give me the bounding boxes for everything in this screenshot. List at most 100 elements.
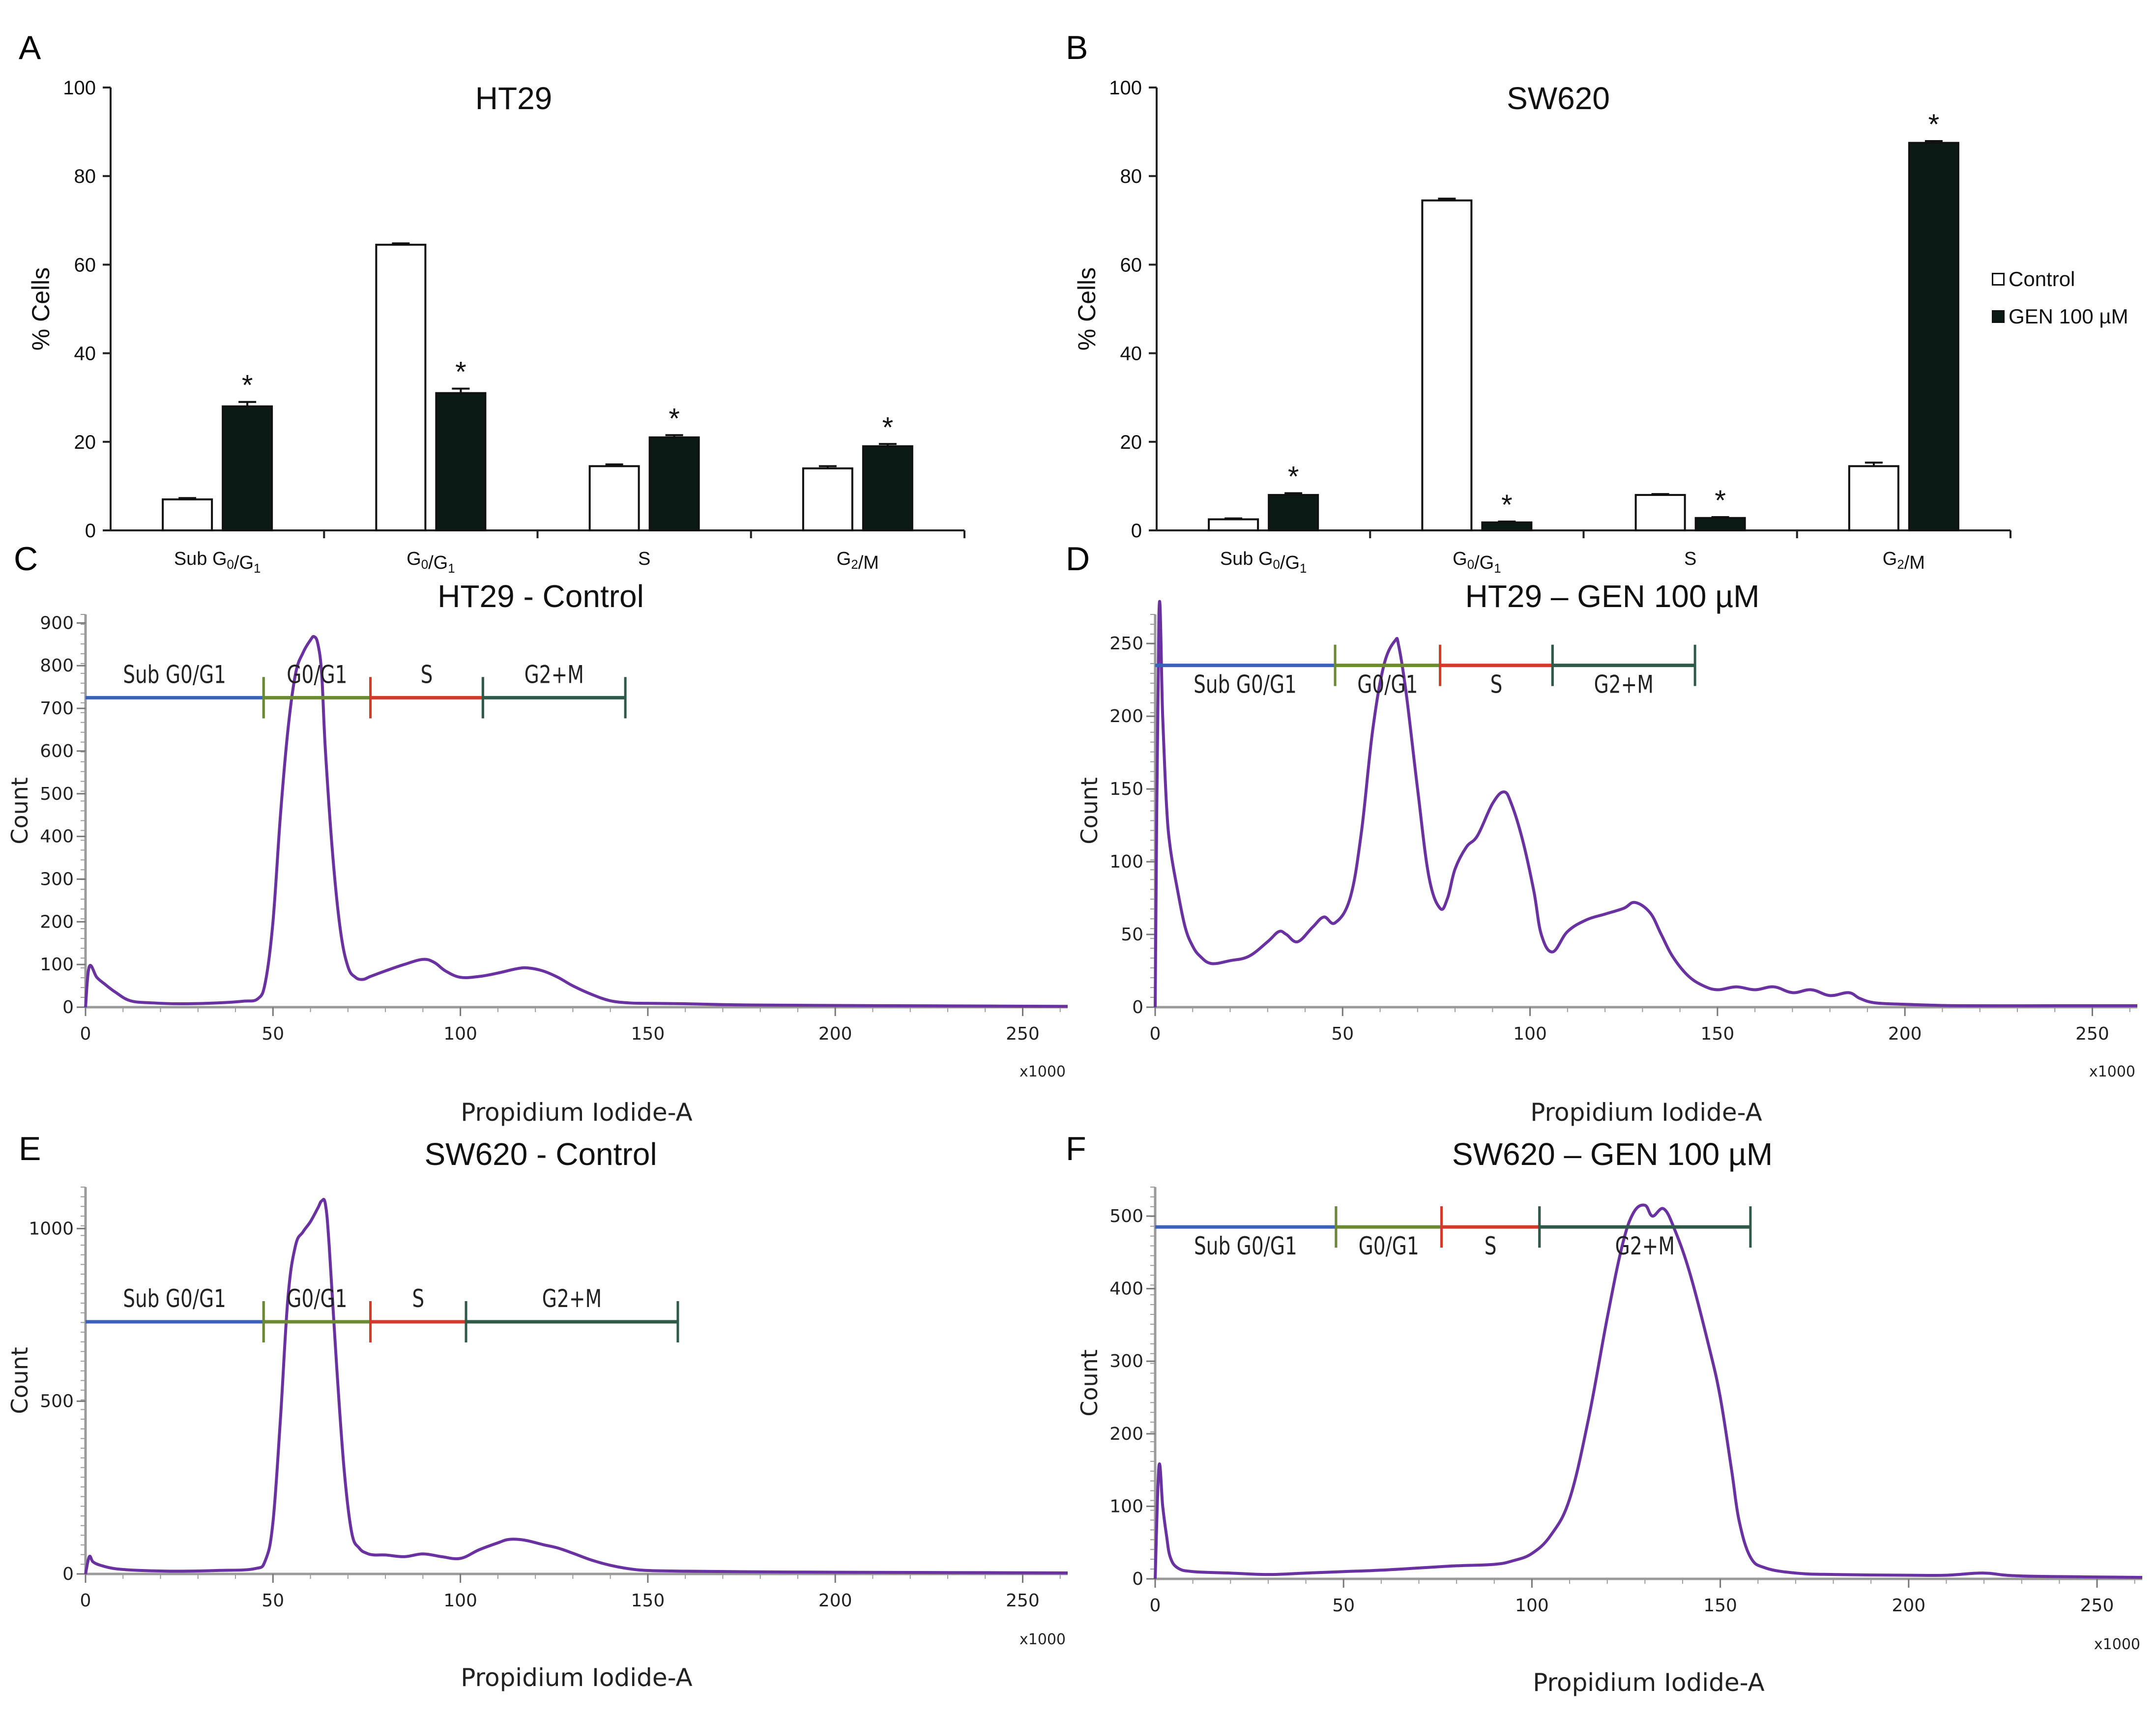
x-category-label: Sub G0/G1	[1220, 549, 1307, 576]
bar-control	[1848, 465, 1899, 531]
bar-control	[802, 467, 853, 531]
bar-chart-ht29: HT29 0 20 40 60 80 100 % Cells * Sub G0/G1 * G0/G1 *…	[27, 77, 965, 576]
panel-letter-c: C	[14, 540, 38, 578]
y-tick-label: 300	[40, 869, 74, 889]
y-tick-label: 500	[40, 1392, 74, 1412]
x-unit-label: x1000	[2094, 1636, 2140, 1653]
x-tick-label: 0	[80, 1591, 91, 1611]
y-axis-label: Count	[1076, 777, 1103, 844]
y-axis-label: Count	[6, 777, 33, 844]
x-axis-label: Propidium Iodide-A	[461, 1663, 692, 1692]
y-tick-label: 0	[62, 1564, 74, 1584]
histogram-line	[1154, 1203, 2143, 1579]
bar-control	[162, 498, 213, 531]
chart-title: SW620 - Control	[424, 1136, 657, 1172]
y-tick-label: 100	[63, 77, 96, 99]
chart-title: SW620 – GEN 100 µM	[1452, 1136, 1773, 1172]
bar-control	[1421, 199, 1473, 531]
y-tick-label: 60	[74, 254, 96, 276]
gate-label: Sub G0/G1	[123, 1284, 226, 1313]
histogram-ht29-control: HT29 - Control01002003004005006007008009…	[6, 579, 1068, 1127]
x-axis-label: Propidium Iodide-A	[1530, 1098, 1762, 1127]
gate-label: Sub G0/G1	[123, 660, 226, 689]
bar-gen	[1268, 494, 1319, 531]
x-tick-label: 150	[631, 1024, 665, 1044]
bar-gen	[222, 405, 273, 531]
y-tick-label: 100	[40, 955, 74, 975]
gate-label: G2+M	[1594, 670, 1654, 699]
legend: Control GEN 100 µM	[1992, 261, 2128, 335]
legend-label-gen: GEN 100 µM	[2009, 305, 2128, 328]
histogram-sw620-gen: SW620 – GEN 100 µM 0 100 200 300 400 500 0 50 100…	[1076, 1136, 2143, 1697]
y-tick-label: 100	[1109, 852, 1143, 872]
x-tick-label: 50	[262, 1024, 284, 1044]
gate-label: G0/G1	[287, 1284, 347, 1313]
histogram-ht29-gen: HT29 – GEN 100 µM 0 50 100 150 200 250 0 50 100 15…	[1076, 579, 2137, 1127]
gate-label: G2+M	[542, 1284, 602, 1313]
gate-label: G2+M	[1615, 1231, 1675, 1260]
significance-star: *	[1501, 489, 1513, 521]
panel-letter-b: B	[1066, 29, 1088, 66]
x-category-label: S	[1684, 549, 1696, 569]
y-tick-label: 0	[1132, 1569, 1143, 1589]
y-tick-label: 800	[40, 656, 74, 676]
y-tick-label: 300	[1109, 1351, 1143, 1371]
x-tick-label: 50	[262, 1591, 284, 1611]
bar-chart-sw620: SW620 0 20 40 60 80 100 % Cells * Sub G0/G1 * G0/G1…	[1073, 77, 2011, 576]
x-axis-label: Propidium Iodide-A	[1533, 1668, 1764, 1697]
y-tick-label: 0	[1131, 520, 1142, 542]
bar-gen	[435, 392, 487, 531]
panel-letter-f: F	[1066, 1130, 1086, 1167]
x-tick-label: 200	[1892, 1596, 1925, 1616]
significance-star: *	[1288, 461, 1299, 493]
y-tick-label: 20	[1120, 432, 1142, 453]
panel-letter-d: D	[1066, 540, 1090, 578]
gate-label: Sub G0/G1	[1194, 1231, 1297, 1260]
y-axis-label: Count	[1076, 1349, 1103, 1417]
legend-label-control: Control	[2009, 267, 2075, 291]
bar-control	[1208, 518, 1259, 531]
gate-label: G0/G1	[287, 660, 347, 689]
y-tick-label: 500	[40, 784, 74, 804]
y-tick-label: 200	[1109, 706, 1143, 727]
gate-label: S	[1485, 1231, 1497, 1260]
bar-gen	[1694, 517, 1746, 531]
bar-gen	[1908, 142, 1959, 531]
gate-label: S	[421, 660, 433, 689]
y-tick-label: 60	[1120, 254, 1142, 276]
x-tick-label: 200	[818, 1024, 852, 1044]
y-tick-label: 50	[1121, 925, 1143, 945]
panel-letter-e: E	[19, 1130, 41, 1167]
y-tick-label: 80	[74, 166, 96, 187]
x-tick-label: 150	[1703, 1596, 1737, 1616]
y-axis-label: % Cells	[1073, 267, 1101, 350]
y-tick-label: 40	[74, 343, 96, 365]
x-tick-label: 150	[1701, 1024, 1735, 1044]
y-axis-label: Count	[6, 1347, 33, 1414]
significance-star: *	[882, 411, 894, 443]
bar-gen	[862, 445, 913, 531]
bar-control	[375, 243, 427, 532]
x-tick-label: 250	[2075, 1024, 2109, 1044]
y-tick-label: 700	[40, 698, 74, 719]
x-tick-label: 250	[2080, 1596, 2114, 1616]
significance-star: *	[1928, 109, 1940, 141]
y-tick-label: 250	[1109, 634, 1143, 654]
bar-gen	[648, 436, 700, 531]
chart-title: SW620	[1507, 81, 1610, 116]
y-tick-label: 500	[1109, 1206, 1143, 1226]
bar-gen	[1481, 521, 1533, 531]
y-tick-label: 0	[1132, 997, 1143, 1018]
y-tick-label: 200	[1109, 1424, 1143, 1444]
x-tick-label: 250	[1006, 1591, 1040, 1611]
gate-label: G0/G1	[1359, 1231, 1419, 1260]
y-tick-label: 20	[74, 432, 96, 453]
x-tick-label: 0	[1150, 1024, 1161, 1044]
x-category-label: G0/G1	[407, 549, 455, 576]
chart-title: HT29	[475, 81, 553, 116]
x-tick-label: 100	[443, 1024, 477, 1044]
x-tick-label: 100	[443, 1591, 477, 1611]
significance-star: *	[242, 370, 253, 402]
y-tick-label: 150	[1109, 779, 1143, 799]
